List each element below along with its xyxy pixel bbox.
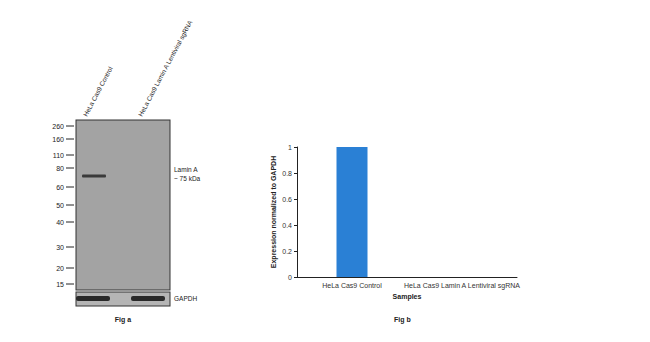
svg-text:Samples: Samples [393, 293, 422, 301]
svg-text:80: 80 [56, 165, 64, 172]
svg-text:50: 50 [56, 202, 64, 209]
svg-text:15: 15 [56, 281, 64, 288]
svg-text:260: 260 [52, 123, 64, 130]
svg-text:110: 110 [53, 152, 64, 159]
svg-text:0: 0 [288, 274, 292, 281]
svg-text:60: 60 [56, 184, 64, 191]
svg-text:160: 160 [52, 136, 64, 143]
svg-text:0.6: 0.6 [282, 196, 292, 203]
svg-text:Lamin A: Lamin A [174, 166, 198, 173]
svg-text:Fig a: Fig a [115, 316, 131, 324]
svg-text:HeLa Cas9 Control: HeLa Cas9 Control [322, 282, 382, 289]
svg-text:HeLa Cas9 Lamin A Lentiviral s: HeLa Cas9 Lamin A Lentiviral sgRNA [137, 19, 195, 118]
svg-text:~ 75 kDa: ~ 75 kDa [174, 175, 201, 182]
svg-text:HeLa Cas9 Control: HeLa Cas9 Control [82, 65, 114, 118]
svg-text:Fig b: Fig b [394, 316, 411, 324]
svg-text:0.2: 0.2 [282, 248, 292, 255]
svg-text:HeLa Cas9 Lamin A Lentiviral s: HeLa Cas9 Lamin A Lentiviral sgRNA [404, 282, 520, 290]
svg-text:0.8: 0.8 [282, 170, 292, 177]
svg-text:1: 1 [288, 144, 292, 151]
svg-text:GAPDH: GAPDH [174, 295, 197, 302]
svg-text:30: 30 [56, 244, 64, 251]
svg-text:20: 20 [56, 265, 64, 272]
svg-text:0.4: 0.4 [282, 222, 292, 229]
svg-text:Expression normalized to GAPDH: Expression normalized to GAPDH [270, 156, 278, 268]
svg-text:40: 40 [56, 219, 64, 226]
